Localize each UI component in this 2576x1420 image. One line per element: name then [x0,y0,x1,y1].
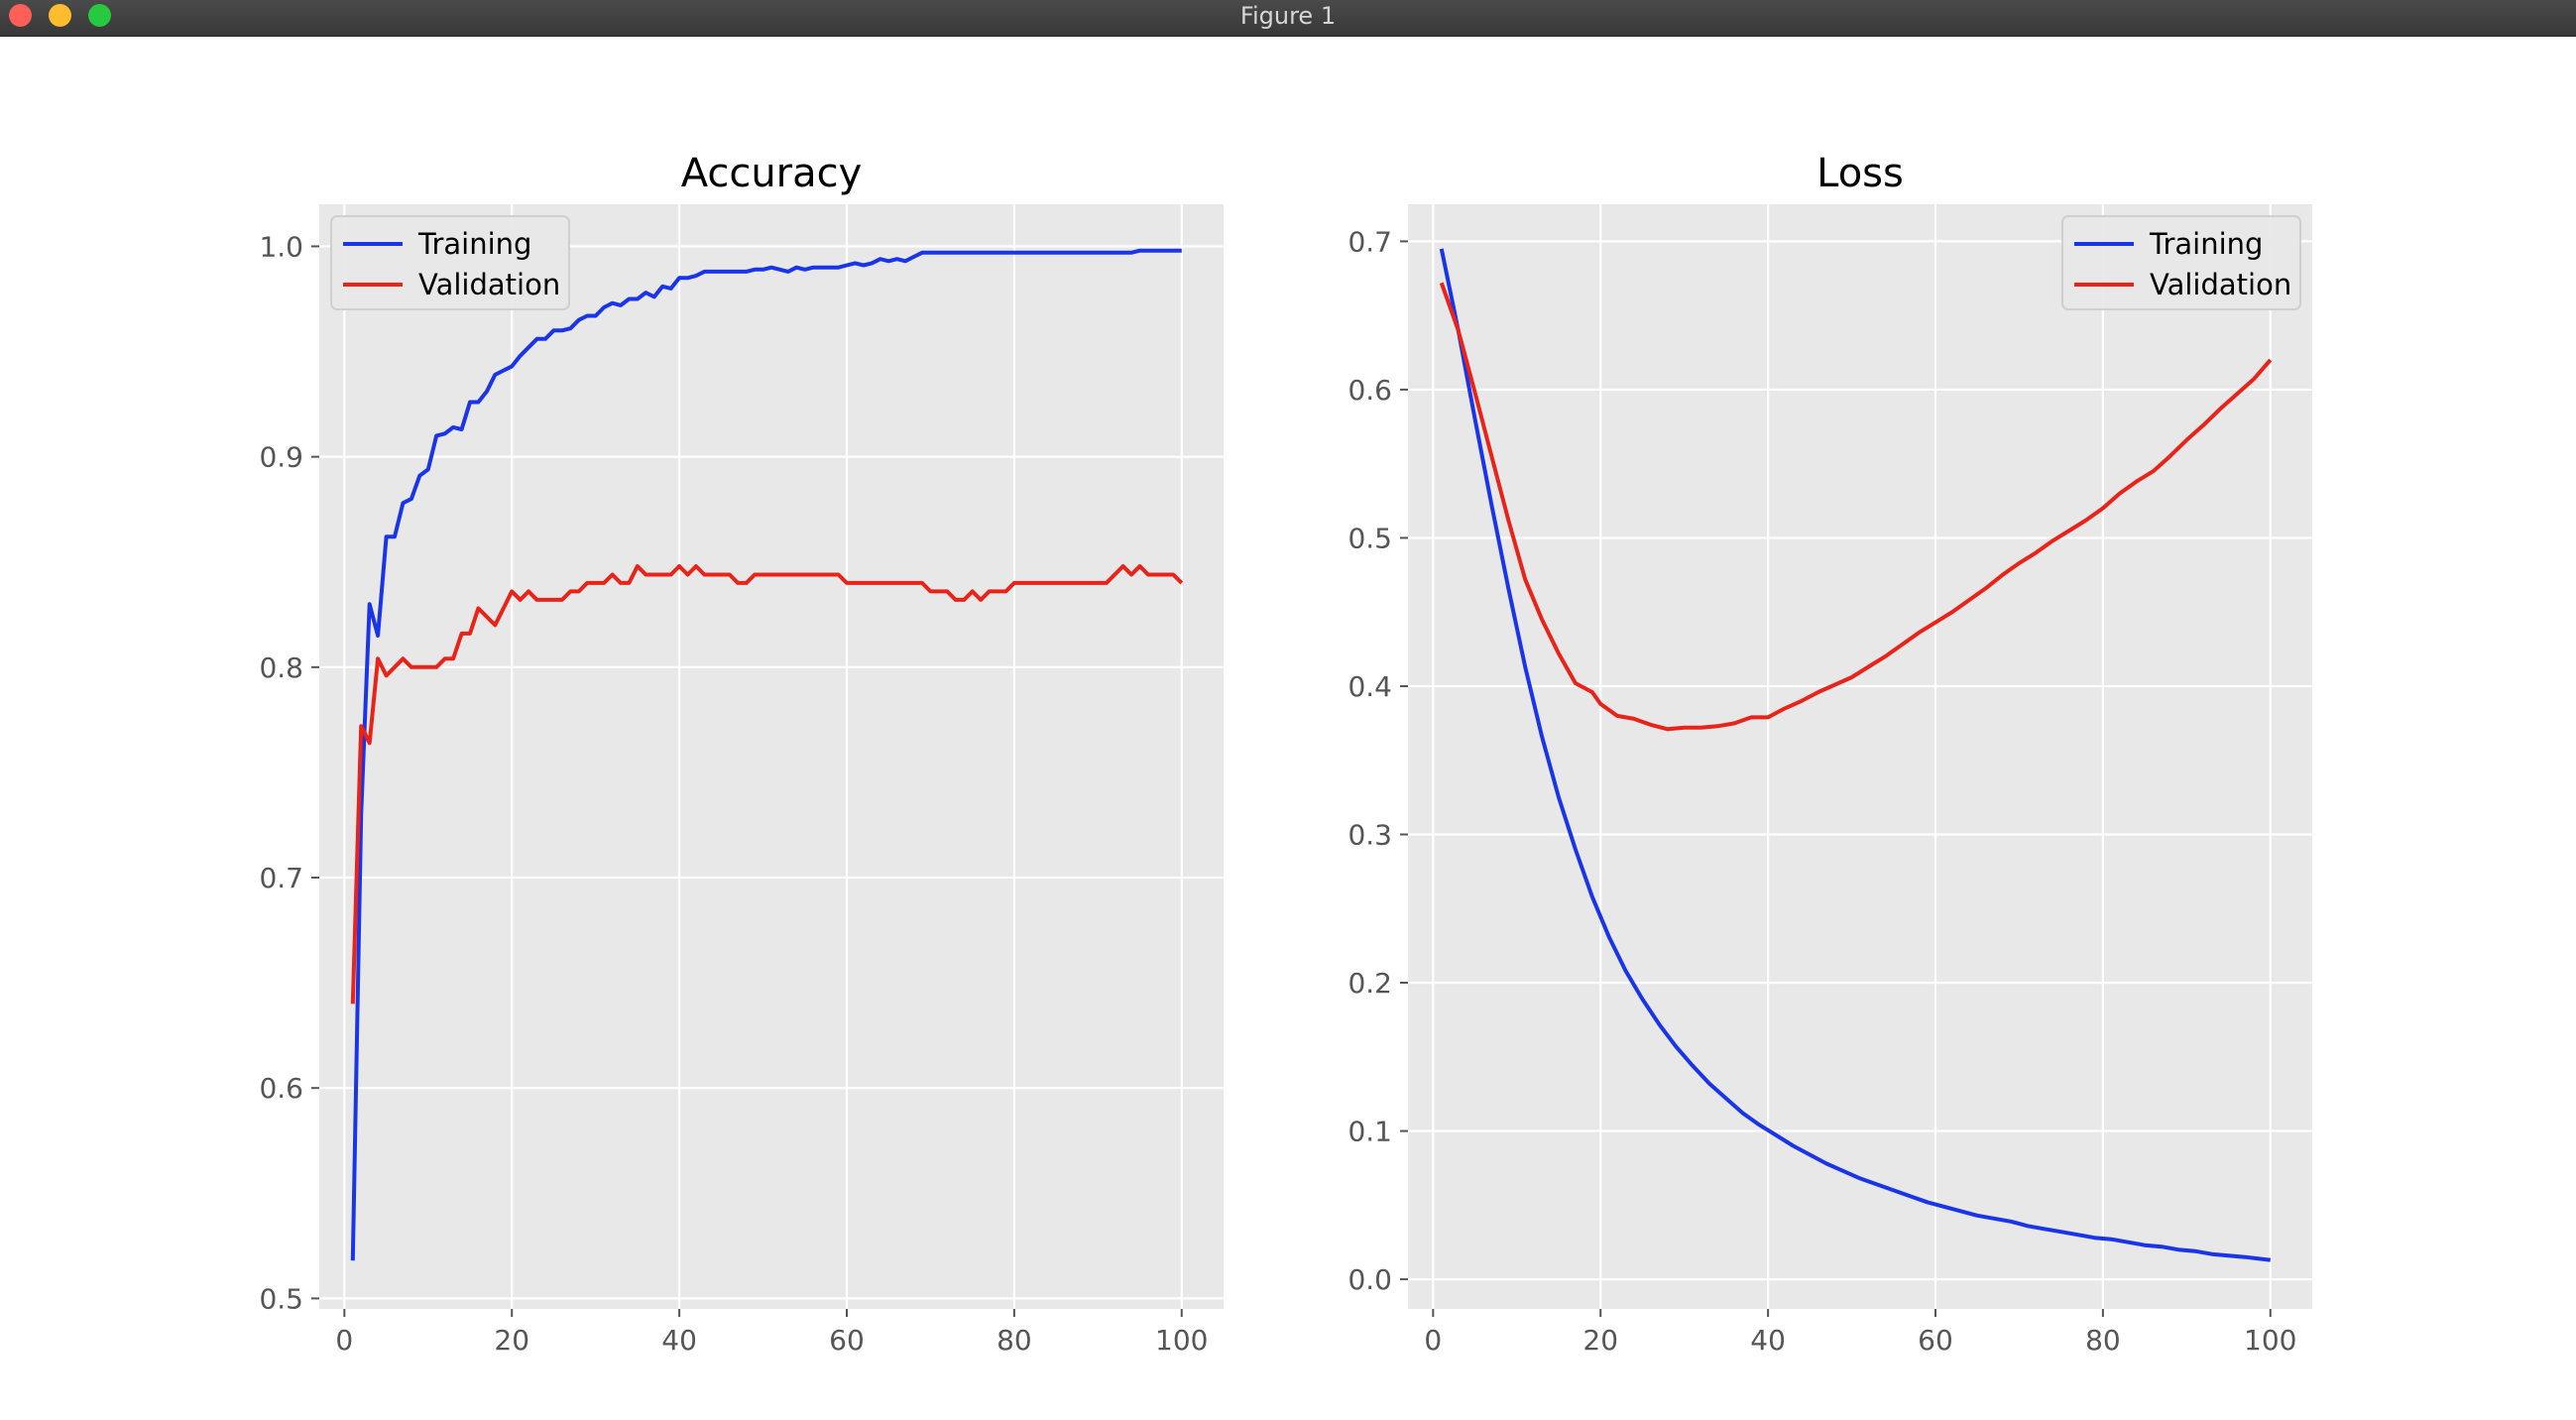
y-tick-label: 0.7 [259,862,303,894]
x-tick-label: 0 [335,1324,353,1357]
x-tick-label: 20 [1582,1324,1618,1357]
chart-1: 0 20 40 60 80 100 0.0 0.1 0.2 0.3 0.4 0.5 0.6 0.7 Loss… [1347,151,2312,1357]
legend-label-training: Training [2149,227,2263,261]
x-tick-label: 60 [1918,1324,1953,1357]
window-title: Figure 1 [1239,2,1337,30]
y-tick-label: 0.9 [259,441,303,474]
y-tick-label: 0.3 [1347,819,1392,852]
chart-title: Loss [1816,151,1904,196]
x-tick-label: 100 [1155,1324,1208,1357]
legend: Training Validation [330,215,570,310]
y-tick-label: 0.5 [259,1282,303,1315]
y-tick-label: 0.4 [1347,670,1392,703]
chart-title: Accuracy [681,151,863,196]
y-tick-label: 0.7 [1347,225,1392,258]
maximize-window-button[interactable] [88,4,111,27]
window-titlebar: Figure 1 [0,0,2576,37]
chart-0: 0 20 40 60 80 100 0.5 0.6 0.7 0.8 0.9 1.0 Accuracy Tr… [259,151,1224,1357]
y-tick-label: 0.1 [1347,1116,1392,1148]
legend: Training Validation [2061,215,2301,310]
plot-area [319,204,1224,1309]
y-tick-label: 0.6 [1347,374,1392,407]
y-tick-label: 1.0 [259,230,303,263]
y-tick-label: 0.0 [1347,1263,1392,1296]
legend-label-validation: Validation [2150,268,2291,301]
x-tick-label: 20 [494,1324,529,1357]
x-tick-label: 80 [2085,1324,2121,1357]
x-tick-label: 60 [829,1324,865,1357]
x-tick-label: 100 [2244,1324,2296,1357]
x-tick-label: 40 [1750,1324,1786,1357]
y-tick-label: 0.6 [259,1072,303,1105]
legend-label-validation: Validation [418,268,560,301]
series-line-training [350,248,1182,1261]
series-line-validation [350,564,1184,1005]
figure: 0 20 40 60 80 100 0.5 0.6 0.7 0.8 0.9 1.0 Accuracy Tr… [259,151,2312,1357]
minimize-window-button[interactable] [49,4,71,27]
legend-label-training: Training [417,227,531,261]
series-line-validation [1439,282,2273,732]
x-tick-label: 0 [1424,1324,1442,1357]
y-tick-label: 0.8 [259,651,303,684]
x-tick-label: 40 [661,1324,697,1357]
y-tick-label: 0.5 [1347,522,1392,554]
close-window-button[interactable] [9,4,32,27]
series-line-training [1439,248,2272,1262]
x-tick-label: 80 [996,1324,1032,1357]
y-tick-label: 0.2 [1347,967,1392,1000]
plot-area [1408,204,2312,1309]
